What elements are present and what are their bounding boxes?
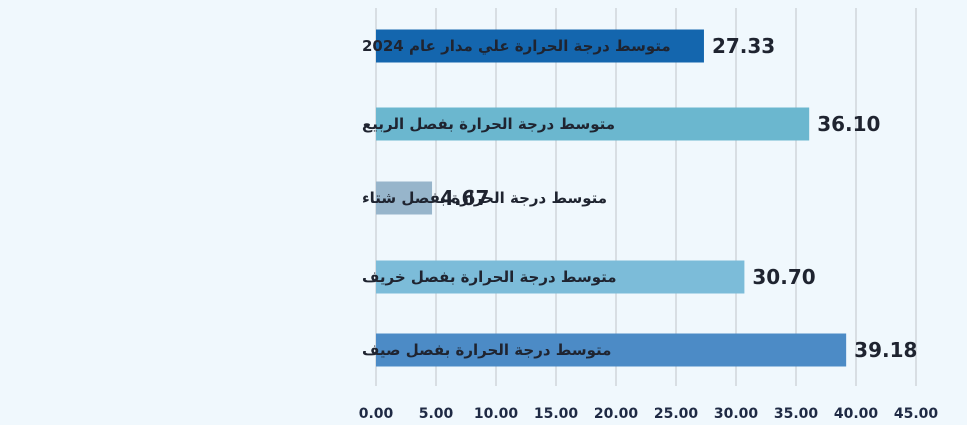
category-label: متوسط درجة الحرارة بفصل خريف <box>362 268 617 286</box>
x-tick-label: 20.00 <box>594 406 639 422</box>
x-tick-label: 45.00 <box>894 406 939 422</box>
x-tick-label: 35.00 <box>774 406 819 422</box>
x-tick-label: 40.00 <box>834 406 879 422</box>
data-label: 39.18 <box>854 338 917 362</box>
labels: 0.00 5.00 10.00 15.00 20.00 25.00 30.00 35.00 40… <box>359 34 939 422</box>
bar <box>376 181 433 215</box>
data-label: 30.70 <box>752 265 815 289</box>
category-label: متوسط درجة الحرارة بفصل الربيع <box>362 115 615 133</box>
category-label: متوسط درجة الحرارة بفصل شتاء <box>362 189 607 207</box>
data-label: 36.10 <box>817 112 880 136</box>
data-label: 27.33 <box>712 34 775 58</box>
bar <box>376 107 810 141</box>
data-label: 4.67 <box>440 186 489 210</box>
category-label: متوسط درجة الحرارة علي مدار عام 2024 <box>362 37 671 55</box>
bars <box>376 29 847 367</box>
x-tick-label: 15.00 <box>534 406 579 422</box>
x-tick-label: 0.00 <box>359 406 394 422</box>
category-label: متوسط درجة الحرارة بفصل صيف <box>362 341 611 359</box>
x-tick-label: 25.00 <box>654 406 699 422</box>
grid-lines <box>375 8 917 386</box>
bar <box>376 29 704 63</box>
bar <box>376 333 847 367</box>
bar <box>376 260 745 294</box>
x-tick-label: 5.00 <box>419 406 454 422</box>
x-tick-label: 10.00 <box>474 406 519 422</box>
x-tick-label: 30.00 <box>714 406 759 422</box>
